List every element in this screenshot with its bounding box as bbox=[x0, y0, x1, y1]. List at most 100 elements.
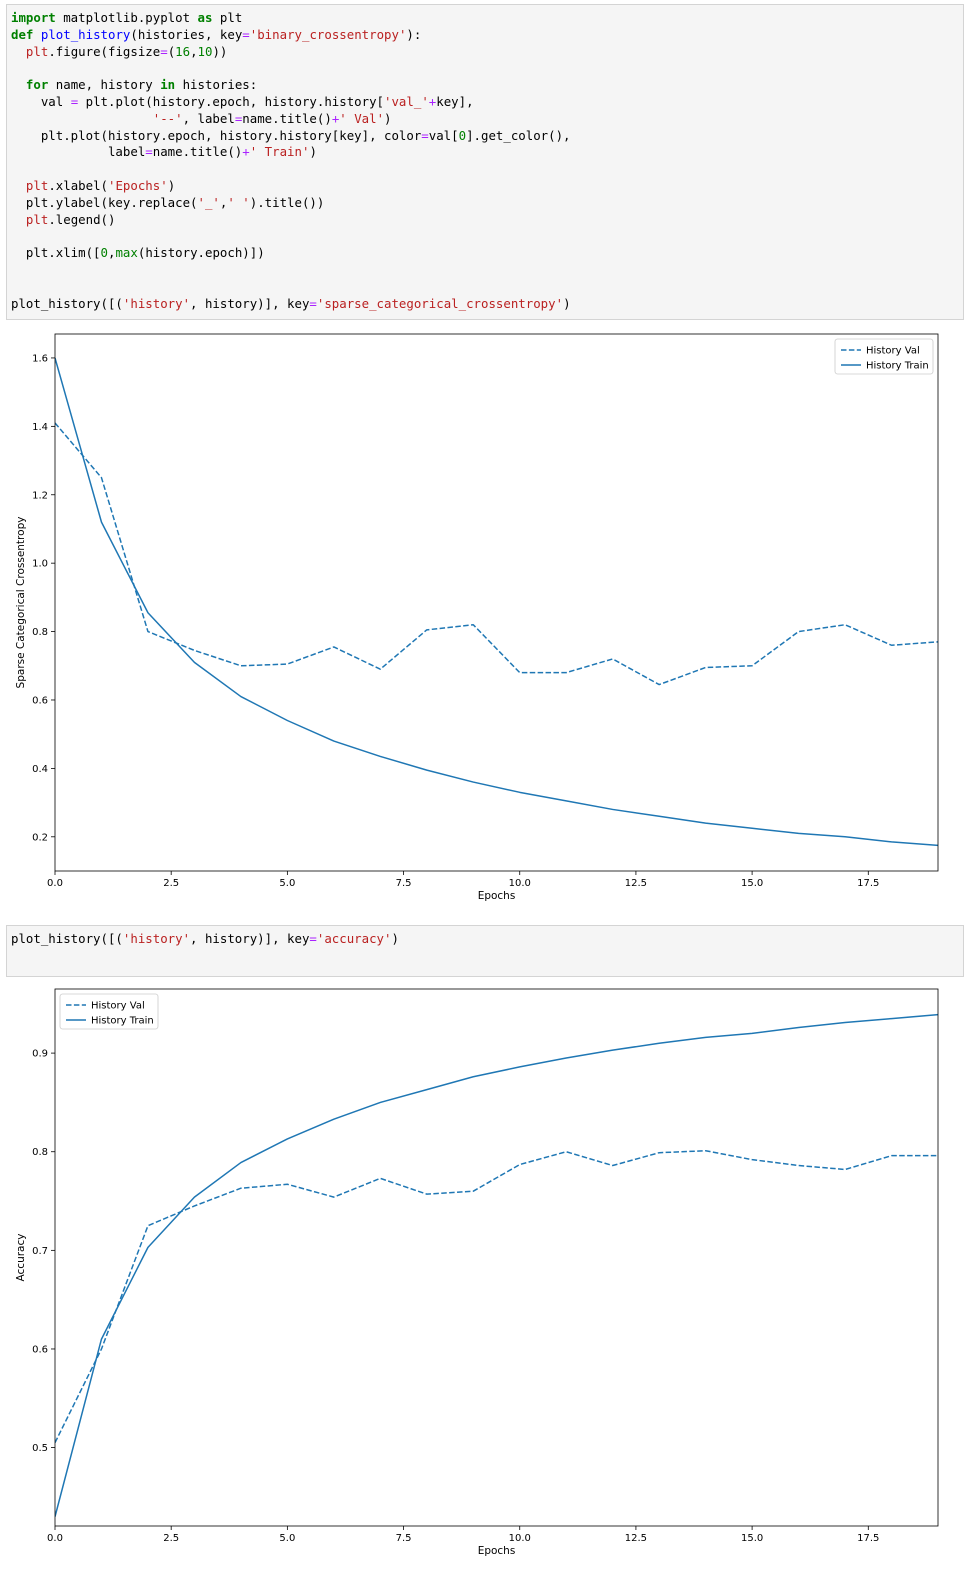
code-token: 0 bbox=[100, 245, 108, 261]
x-tick-label: 5.0 bbox=[279, 1533, 295, 1544]
code-line: plt.figure(figsize=(16,10)) bbox=[11, 44, 227, 59]
x-tick-label: 0.0 bbox=[47, 878, 63, 889]
x-tick-label: 7.5 bbox=[396, 878, 412, 889]
code-token: (history.epoch)]) bbox=[137, 245, 265, 261]
y-tick-label: 0.8 bbox=[32, 1147, 48, 1158]
code-token: , bbox=[108, 245, 116, 261]
code-token: ) bbox=[563, 295, 571, 311]
x-tick-label: 10.0 bbox=[509, 878, 531, 889]
x-tick-label: 5.0 bbox=[279, 878, 295, 889]
code-cell-plot-history[interactable]: import matplotlib.pyplot as plt def plot… bbox=[6, 4, 964, 320]
code-token: ) bbox=[384, 110, 392, 126]
code-token: + bbox=[242, 144, 250, 160]
code-token: 'history' bbox=[122, 295, 191, 311]
code-token: ) bbox=[391, 931, 399, 946]
y-axis-label: Sparse Categorical Crossentropy bbox=[15, 517, 27, 689]
code-token: 16 bbox=[175, 43, 191, 59]
code-token: , label bbox=[182, 110, 235, 126]
code-token: )) bbox=[212, 43, 228, 59]
code-token: ' ' bbox=[227, 194, 250, 210]
output-chart-accuracy: 0.0 2.5 5.0 7.5 10.0 12.5 15.0 17.5 0.5 0.6 0.7 0.8… bbox=[0, 980, 974, 1580]
code-token bbox=[11, 178, 26, 193]
code-token: 'accuracy' bbox=[316, 931, 392, 946]
x-axis-label: Epochs bbox=[478, 890, 516, 902]
legend-label: History Train bbox=[91, 1016, 154, 1027]
code-line: def plot_history(histories, key='binary_… bbox=[11, 27, 421, 42]
code-token: ( bbox=[167, 43, 176, 59]
x-axis-label: Epochs bbox=[478, 1545, 516, 1557]
code-token: name, history bbox=[48, 77, 161, 93]
code-token: ' Val' bbox=[339, 110, 385, 126]
y-axis-label: Accuracy bbox=[15, 1234, 27, 1282]
y-tick-label: 0.2 bbox=[32, 832, 48, 843]
crossentropy-line-chart: 0.0 2.5 5.0 7.5 10.0 12.5 15.0 17.5 0.2 0.4 0.6 0.8… bbox=[15, 333, 939, 902]
code-editor[interactable]: import matplotlib.pyplot as plt def plot… bbox=[7, 5, 963, 317]
x-tick-label: 15.0 bbox=[741, 1533, 763, 1544]
y-tick-label: 0.6 bbox=[32, 695, 48, 706]
code-token: 'history' bbox=[122, 931, 191, 946]
code-token: key], bbox=[436, 93, 474, 109]
code-token: ).title()) bbox=[249, 194, 325, 210]
y-tick-label: 1.0 bbox=[32, 559, 48, 570]
code-token: 'Epochs' bbox=[108, 177, 168, 193]
x-tick-label: 0.0 bbox=[47, 1533, 63, 1544]
code-line: '--', label=name.title()+' Val') bbox=[11, 111, 392, 126]
code-token: max bbox=[115, 245, 138, 261]
code-line: plt.legend() bbox=[11, 211, 116, 227]
code-line: plt.xlabel('Epochs') bbox=[11, 178, 175, 193]
code-token: 'binary_crossentropy' bbox=[249, 26, 407, 42]
code-token: .xlabel( bbox=[48, 177, 108, 193]
x-tick-label: 2.5 bbox=[163, 1533, 179, 1544]
code-token: ): bbox=[406, 26, 422, 42]
y-tick-label: 0.5 bbox=[32, 1443, 48, 1454]
code-token: = bbox=[70, 93, 79, 109]
code-token bbox=[33, 27, 40, 42]
code-token: histories: bbox=[175, 77, 258, 93]
code-token: = bbox=[309, 931, 317, 946]
code-token: 0 bbox=[458, 127, 467, 143]
series-line-val bbox=[55, 1149, 938, 1443]
legend-label: History Train bbox=[866, 361, 929, 372]
code-token: import bbox=[11, 10, 56, 25]
code-token: val[ bbox=[428, 127, 459, 143]
code-token: = bbox=[160, 43, 168, 59]
code-token: '--' bbox=[152, 110, 183, 126]
accuracy-line-chart: 0.0 2.5 5.0 7.5 10.0 12.5 15.0 17.5 0.5 0.6 0.7 0.8… bbox=[15, 988, 939, 1557]
code-cell-plot-accuracy[interactable]: plot_history([('history', history)], key… bbox=[6, 925, 964, 977]
code-token: ' Train' bbox=[249, 144, 310, 160]
code-token: , history)], key bbox=[190, 295, 310, 311]
code-token: = bbox=[421, 127, 429, 143]
code-token: , bbox=[190, 43, 198, 59]
code-token: def bbox=[11, 26, 34, 42]
code-token: plot_history bbox=[40, 26, 131, 42]
x-tick-label: 15.0 bbox=[741, 878, 763, 889]
plot-frame bbox=[54, 333, 939, 872]
code-token: .legend() bbox=[48, 211, 116, 227]
code-token: = bbox=[145, 144, 153, 160]
y-tick-label: 1.4 bbox=[32, 422, 48, 433]
code-token: = bbox=[309, 295, 317, 311]
output-chart-crossentropy: 0.0 2.5 5.0 7.5 10.0 12.5 15.0 17.5 0.2 0.4 0.6 0.8… bbox=[0, 322, 974, 912]
y-tick-label: 0.9 bbox=[32, 1049, 48, 1060]
code-line: label=name.title()+' Train') bbox=[11, 144, 317, 159]
code-line: plot_history([('history', history)], key… bbox=[11, 931, 399, 946]
code-editor[interactable]: plot_history([('history', history)], key… bbox=[7, 926, 963, 953]
series-line-train bbox=[55, 357, 938, 847]
code-token bbox=[11, 77, 26, 92]
code-token: , history)], key bbox=[190, 931, 310, 946]
code-token bbox=[11, 212, 26, 227]
code-token bbox=[11, 44, 26, 59]
series-line-train bbox=[55, 1013, 938, 1517]
code-token: .figure(figsize bbox=[48, 43, 161, 59]
code-token: ) bbox=[167, 177, 176, 193]
code-token: name.title() bbox=[152, 144, 243, 160]
code-token: = bbox=[234, 110, 243, 126]
code-token: (histories, key bbox=[130, 26, 243, 42]
code-token: val bbox=[11, 93, 71, 109]
code-token: in bbox=[160, 77, 176, 93]
code-token: 'sparse_categorical_crossentropy' bbox=[316, 295, 564, 311]
code-token: = bbox=[242, 26, 250, 42]
x-tick-label: 12.5 bbox=[625, 878, 647, 889]
code-token: ].get_color(), bbox=[466, 127, 571, 143]
x-tick-label: 7.5 bbox=[396, 1533, 412, 1544]
